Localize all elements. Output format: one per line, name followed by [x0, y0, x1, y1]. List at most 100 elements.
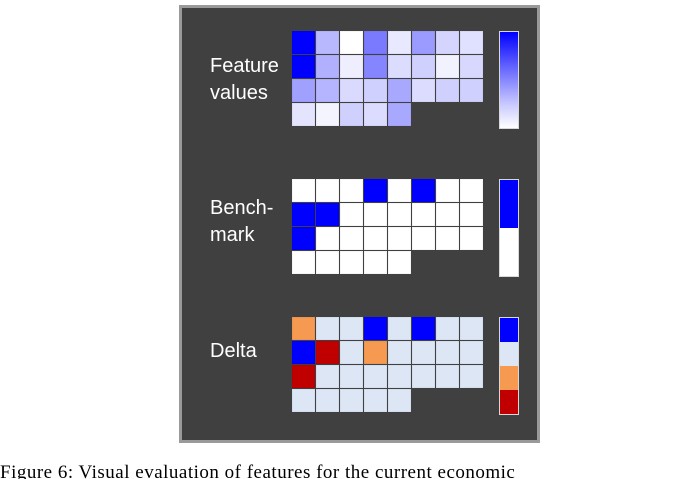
- feature-values-cell: [292, 79, 315, 102]
- feature-values-cell: [292, 103, 315, 126]
- feature-values-cell: [364, 55, 387, 78]
- delta-cell: [364, 341, 387, 364]
- benchmark-cell: [316, 203, 339, 226]
- feature-values-cell: [436, 55, 459, 78]
- benchmark-cell: [316, 227, 339, 250]
- benchmark-cell: [364, 227, 387, 250]
- delta-colorbar-segment: [500, 390, 518, 414]
- delta-colorbar-segment: [500, 366, 518, 390]
- delta-cell: [316, 365, 339, 388]
- feature-values-cell: [364, 103, 387, 126]
- delta-cell: [436, 365, 459, 388]
- delta-cell: [340, 365, 363, 388]
- feature-values-cell: [388, 103, 411, 126]
- delta-cell: [388, 341, 411, 364]
- feature-values-cell: [364, 79, 387, 102]
- benchmark-cell: [292, 179, 315, 202]
- benchmark-cell: [340, 227, 363, 250]
- delta-cell: [460, 317, 483, 340]
- benchmark-colorbar-segment: [500, 180, 518, 228]
- benchmark-cell: [340, 179, 363, 202]
- benchmark-cell: [412, 203, 435, 226]
- benchmark-cell: [388, 251, 411, 274]
- feature-values-cell: [316, 79, 339, 102]
- benchmark-cell: [364, 179, 387, 202]
- delta-cell: [388, 317, 411, 340]
- figure-caption: Figure 6: Visual evaluation of features …: [0, 462, 516, 479]
- benchmark-cell: [460, 203, 483, 226]
- benchmark-cell: [316, 251, 339, 274]
- benchmark-colorbar-segment: [500, 228, 518, 276]
- delta-label: Delta: [210, 340, 257, 362]
- benchmark-cell: [292, 203, 315, 226]
- feature-values-cell: [388, 55, 411, 78]
- feature-values-cell: [460, 79, 483, 102]
- benchmark-cell: [412, 227, 435, 250]
- delta-cell: [460, 341, 483, 364]
- feature-values-cell: [340, 79, 363, 102]
- feature-values-cell: [340, 55, 363, 78]
- benchmark-cell: [436, 227, 459, 250]
- feature-values-cell: [436, 31, 459, 54]
- delta-cell: [364, 317, 387, 340]
- benchmark-cell: [388, 179, 411, 202]
- delta-cell: [316, 389, 339, 412]
- benchmark-cell: [460, 179, 483, 202]
- delta-cell: [436, 341, 459, 364]
- benchmark-cell: [388, 227, 411, 250]
- feature-values-cell: [316, 55, 339, 78]
- delta-cell: [316, 341, 339, 364]
- delta-colorbar-segment: [500, 318, 518, 342]
- benchmark-cell: [364, 251, 387, 274]
- feature-values-cell: [388, 79, 411, 102]
- delta-cell: [340, 389, 363, 412]
- delta-cell: [364, 365, 387, 388]
- delta-cell: [340, 317, 363, 340]
- delta-cell: [292, 389, 315, 412]
- delta-cell: [388, 365, 411, 388]
- feature-values-cell: [316, 31, 339, 54]
- benchmark-label: Bench- mark: [210, 197, 274, 246]
- feature-values-cell: [340, 31, 363, 54]
- feature-values-cell: [316, 103, 339, 126]
- delta-cell: [364, 389, 387, 412]
- delta-cell: [412, 317, 435, 340]
- delta-colorbar-segment: [500, 342, 518, 366]
- feature-values-colorbar: [499, 31, 519, 129]
- delta-cell: [412, 341, 435, 364]
- feature-values-cell: [460, 55, 483, 78]
- benchmark-cell: [292, 251, 315, 274]
- benchmark-cell: [460, 227, 483, 250]
- feature-values-cell: [388, 31, 411, 54]
- benchmark-colorbar: [499, 179, 519, 277]
- feature-values-cell: [412, 31, 435, 54]
- delta-cell: [292, 341, 315, 364]
- delta-cell: [316, 317, 339, 340]
- benchmark-cell: [340, 251, 363, 274]
- benchmark-cell: [292, 227, 315, 250]
- benchmark-cell: [388, 203, 411, 226]
- benchmark-cell: [316, 179, 339, 202]
- benchmark-cell: [340, 203, 363, 226]
- delta-cell: [340, 341, 363, 364]
- feature-values-cell: [292, 31, 315, 54]
- delta-cell: [436, 317, 459, 340]
- delta-cell: [460, 365, 483, 388]
- delta-cell: [292, 365, 315, 388]
- feature-values-cell: [412, 55, 435, 78]
- figure-frame: Feature values Bench- mark Delta: [179, 5, 540, 443]
- benchmark-cell: [436, 179, 459, 202]
- delta-cell: [412, 365, 435, 388]
- feature-values-cell: [292, 55, 315, 78]
- feature-values-cell: [460, 31, 483, 54]
- benchmark-cell: [412, 179, 435, 202]
- feature-values-cell: [364, 31, 387, 54]
- benchmark-cell: [364, 203, 387, 226]
- feature-values-cell: [412, 79, 435, 102]
- feature-values-label: Feature values: [210, 55, 279, 104]
- feature-values-cell: [340, 103, 363, 126]
- delta-cell: [388, 389, 411, 412]
- benchmark-cell: [436, 203, 459, 226]
- delta-colorbar: [499, 317, 519, 415]
- delta-cell: [292, 317, 315, 340]
